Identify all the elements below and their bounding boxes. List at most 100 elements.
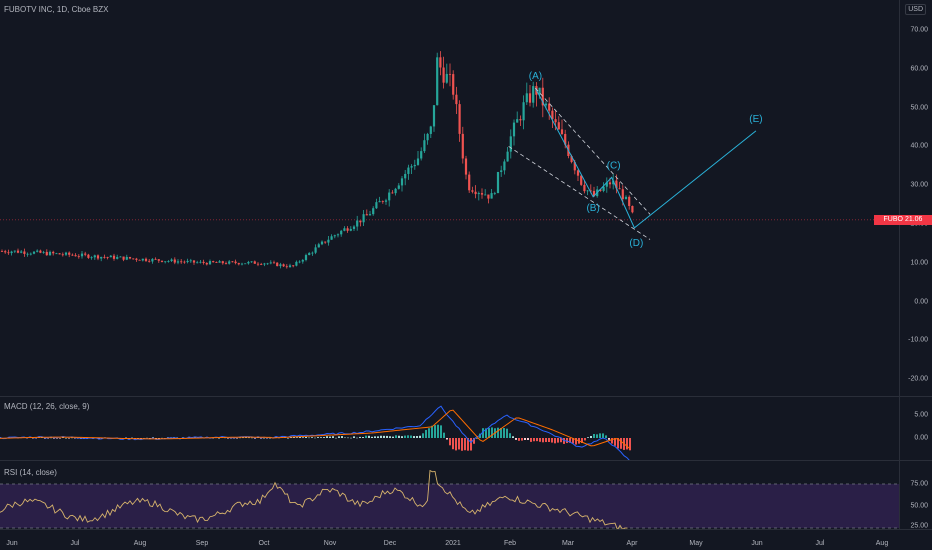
macd-histogram-bar	[353, 436, 355, 438]
macd-histogram-bar	[572, 438, 574, 444]
macd-histogram-bar	[413, 436, 415, 438]
time-label: Oct	[258, 540, 270, 547]
candle	[580, 175, 583, 187]
candle	[125, 254, 128, 261]
candle	[557, 116, 560, 130]
price-chart[interactable]: (A) (B) (C) (D) (E)	[0, 0, 900, 396]
candle	[263, 262, 266, 267]
candle	[186, 258, 189, 264]
macd-histogram-bar	[602, 433, 604, 438]
price-tick: -20.00	[908, 375, 928, 383]
candle	[522, 95, 525, 130]
currency-badge[interactable]: USD	[905, 4, 926, 15]
macd-histogram-bar	[335, 437, 337, 439]
candle	[455, 86, 458, 115]
candle	[477, 191, 480, 201]
macd-axis[interactable]	[899, 397, 932, 460]
macd-histogram-bar	[287, 437, 289, 439]
candle	[16, 248, 20, 254]
candle	[0, 249, 4, 252]
macd-histogram-bar	[488, 428, 490, 438]
candle	[272, 260, 276, 264]
candle	[448, 63, 452, 87]
candle	[416, 151, 420, 166]
candle	[372, 206, 375, 216]
candle	[474, 185, 477, 199]
price-pane[interactable]: FUBOTV INC, 1D, Cboe BZX (A) (B) (C) (D) (E)…	[0, 0, 932, 396]
candle	[48, 250, 52, 256]
candle	[256, 262, 260, 267]
macd-histogram-bar	[404, 435, 406, 438]
candle	[237, 262, 240, 266]
price-tick: 50.00	[910, 104, 928, 112]
candle	[397, 183, 400, 190]
candle	[445, 63, 448, 84]
macd-histogram-bar	[332, 436, 334, 438]
candle	[583, 180, 586, 194]
pane-separator[interactable]	[0, 460, 932, 461]
time-label: Jun	[751, 540, 763, 547]
time-label: 2021	[445, 540, 461, 547]
macd-tick: 0.00	[914, 434, 928, 442]
macd-histogram-bar	[440, 425, 442, 438]
price-tick: -10.00	[908, 336, 928, 344]
candle	[224, 261, 228, 265]
wave-label-c: (C)	[607, 160, 621, 171]
macd-histogram-bar	[593, 433, 595, 438]
price-tick: 0.00	[914, 298, 928, 306]
macd-pane[interactable]: MACD (12, 26, close, 9) 5.00 0.00	[0, 397, 932, 460]
candle	[138, 259, 141, 261]
candle	[135, 257, 138, 262]
rsi-line	[0, 469, 628, 529]
candle	[618, 181, 621, 190]
macd-histogram-bar	[557, 438, 559, 443]
macd-histogram-bar	[68, 438, 70, 439]
macd-histogram-bar	[419, 435, 421, 438]
candle	[183, 260, 186, 264]
candle	[464, 155, 468, 180]
macd-histogram-bar	[548, 438, 550, 442]
macd-histogram-bar	[74, 438, 76, 439]
candle	[7, 249, 10, 255]
candle	[576, 169, 580, 181]
macd-histogram-bar	[491, 427, 493, 438]
rsi-axis[interactable]	[899, 461, 932, 529]
candle	[605, 177, 608, 193]
candle	[423, 133, 426, 154]
candle	[253, 260, 256, 264]
macd-histogram-bar	[347, 437, 349, 439]
candle	[503, 159, 506, 175]
macd-histogram-bar	[515, 438, 517, 440]
macd-histogram-bar	[233, 438, 235, 439]
macd-histogram-bar	[158, 438, 160, 439]
macd-histogram-bar	[599, 433, 601, 438]
candle	[144, 257, 148, 262]
candle	[10, 250, 13, 256]
candle	[279, 262, 282, 269]
candle	[100, 256, 103, 262]
candle	[506, 147, 509, 162]
candle	[426, 132, 429, 145]
rsi-chart[interactable]	[0, 461, 900, 529]
time-axis[interactable]: Jun Jul Aug Sep Oct Nov Dec 2021 Feb Mar Apr May Jun…	[0, 530, 932, 550]
candle	[240, 262, 244, 266]
macd-histogram-bar	[392, 436, 394, 438]
pane-separator[interactable]	[0, 396, 932, 397]
candle	[23, 248, 26, 257]
macd-chart[interactable]	[0, 397, 900, 460]
macd-histogram-bar	[302, 437, 304, 438]
macd-histogram-bar	[161, 437, 163, 439]
candle	[317, 242, 320, 248]
macd-histogram-bar	[521, 438, 523, 441]
rsi-pane[interactable]: RSI (14, close) 75.00 50.00 25.00	[0, 461, 932, 530]
candle	[420, 147, 423, 161]
macd-histogram-bar	[329, 436, 331, 438]
price-axis[interactable]	[899, 0, 932, 396]
wave-label-a: (A)	[529, 71, 542, 82]
candle	[148, 259, 151, 263]
macd-histogram-bar	[524, 438, 526, 441]
signal-line	[0, 409, 631, 450]
candle	[308, 251, 311, 256]
candle	[394, 187, 397, 196]
candle	[532, 81, 535, 108]
